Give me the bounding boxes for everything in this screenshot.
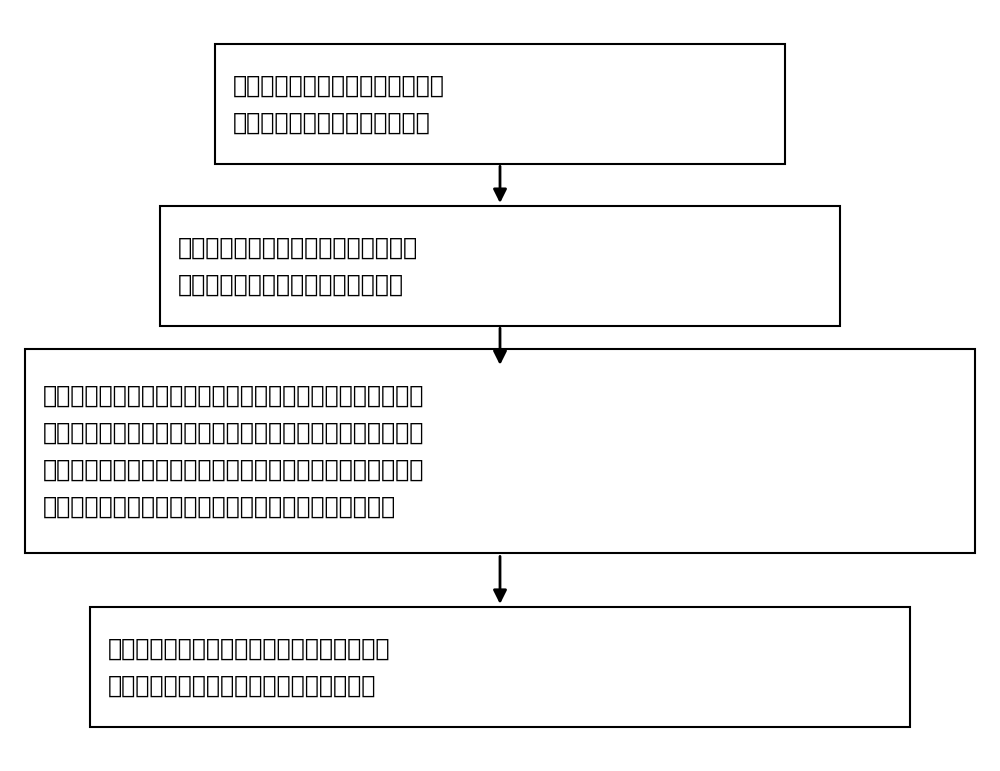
Text: 建立索引步骤：分别计算数据集中所有对象与密集支撑点的距: 建立索引步骤：分别计算数据集中所有对象与密集支撑点的距 [43, 383, 424, 408]
Text: 离群检测步骤：将所述一维索引划分成多个数: 离群检测步骤：将所述一维索引划分成多个数 [108, 636, 390, 661]
Bar [215, 44, 785, 164]
Text: 距离，以第一距离和第二距离作为坐标，形成支撑点空间: 距离，以第一距离和第二距离作为坐标，形成支撑点空间 [43, 494, 396, 519]
Text: 离，记为第一距离，按第一距离大小顺序排序，形成一维索引: 离，记为第一距离，按第一距离大小顺序排序，形成一维索引 [43, 420, 424, 445]
Bar [160, 206, 840, 325]
Text: 据块，并对所述数据块逐块进行离群点检测: 据块，并对所述数据块逐块进行离群点检测 [108, 673, 376, 698]
Text: 支撑点选取步骤：读取数据集，在数据: 支撑点选取步骤：读取数据集，在数据 [178, 235, 418, 260]
Bar [90, 608, 910, 726]
Bar [25, 349, 975, 554]
Text: ，分别计算数据集中所有对象与边缘支撑点的距离，记为第二: ，分别计算数据集中所有对象与边缘支撑点的距离，记为第二 [43, 457, 424, 482]
Text: 选择距离函数步骤：根据数据集的: 选择距离函数步骤：根据数据集的 [233, 73, 445, 98]
Text: 集中选取密集支撑点以及边缘支撑点: 集中选取密集支撑点以及边缘支撑点 [178, 272, 404, 297]
Text: 数据类型，选择相应的距离函数: 数据类型，选择相应的距离函数 [233, 110, 431, 135]
